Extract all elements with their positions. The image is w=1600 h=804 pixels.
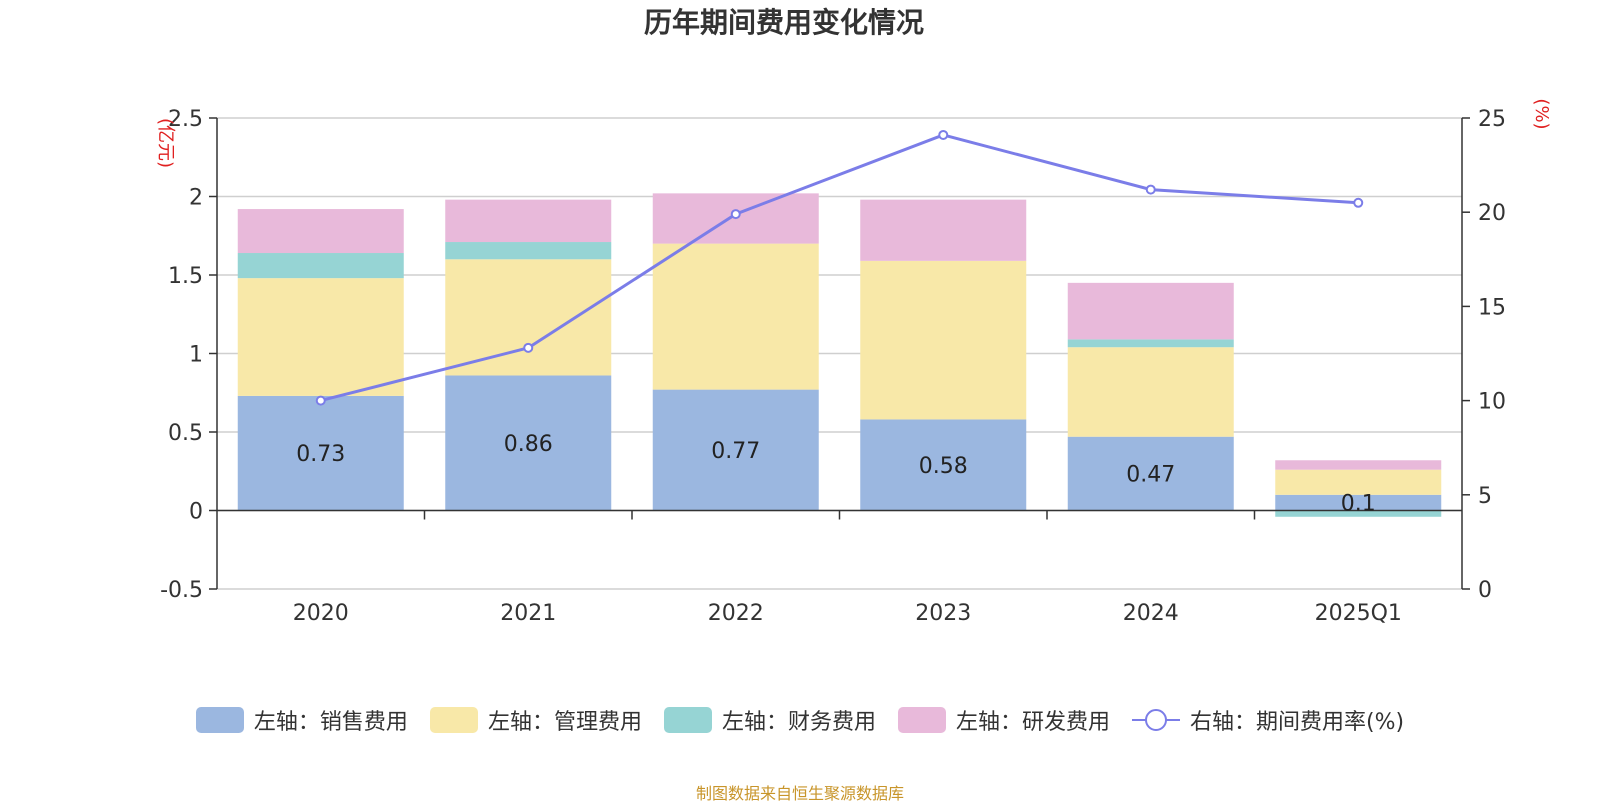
rate-point <box>1145 184 1156 195</box>
bar-segment <box>1275 510 1442 517</box>
bar-segment <box>1067 339 1234 348</box>
left-tick-label: 1.5 <box>168 264 203 289</box>
left-tick-label: 2.5 <box>168 107 203 132</box>
rate-point <box>1353 197 1364 208</box>
bar-segment <box>237 395 404 511</box>
legend-swatch <box>663 707 712 733</box>
chart-title: 历年期间费用变化情况 <box>644 6 924 39</box>
legend-item[interactable]: 左轴：管理费用 <box>429 704 642 736</box>
bar-segment <box>445 375 612 511</box>
right-tick-label: 25 <box>1478 107 1506 132</box>
right-tick-label: 5 <box>1478 484 1492 509</box>
right-axis-label: (%) <box>1531 98 1552 129</box>
bar-segment <box>445 259 612 376</box>
legend-item[interactable]: 左轴：研发费用 <box>897 704 1110 736</box>
bar-segment <box>1275 469 1442 495</box>
rate-point <box>315 395 326 406</box>
legend-label: 左轴：财务费用 <box>721 710 876 735</box>
bar-segment <box>652 389 819 511</box>
bar-segment <box>237 209 404 254</box>
legend-item[interactable]: 左轴：财务费用 <box>663 704 876 736</box>
data-label: 0.58 <box>919 454 968 479</box>
left-tick-label: 1 <box>189 343 203 368</box>
left-tick-label: 0 <box>189 500 203 525</box>
source-note: 制图数据来自恒生聚源数据库 <box>695 784 904 803</box>
bar-segment <box>237 253 404 279</box>
bar-segment <box>1067 282 1234 340</box>
category-label: 2023 <box>915 601 971 626</box>
data-label: 0.47 <box>1126 463 1175 488</box>
bar-segment <box>445 242 612 260</box>
rate-point <box>523 342 534 353</box>
bar-segment <box>1067 347 1234 437</box>
data-label: 0.1 <box>1341 492 1376 517</box>
legend-swatch <box>897 707 946 733</box>
rate-line <box>320 133 1359 403</box>
right-tick-label: 0 <box>1478 578 1492 603</box>
right-tick-label: 20 <box>1478 201 1506 226</box>
right-tick-label: 15 <box>1478 295 1506 320</box>
category-label: 2024 <box>1123 601 1179 626</box>
left-tick-label: -0.5 <box>160 578 203 603</box>
rate-point <box>730 209 741 220</box>
legend-item[interactable]: 右轴：期间费用率(%) <box>1131 704 1405 736</box>
bar-segment <box>445 199 612 243</box>
bar-segment <box>860 260 1027 420</box>
category-label: 2021 <box>500 601 556 626</box>
category-label: 2025Q1 <box>1315 601 1402 626</box>
legend: 左轴：销售费用 左轴：管理费用 左轴：财务费用 左轴：研发费用 右轴：期间费用率(%) <box>0 704 1600 736</box>
data-label: 0.77 <box>711 439 760 464</box>
legend-label: 左轴：销售费用 <box>253 710 408 735</box>
data-label: 0.73 <box>296 442 345 467</box>
left-tick-label: 2 <box>189 186 203 211</box>
rate-point <box>938 129 949 140</box>
right-tick-label: 10 <box>1478 390 1506 415</box>
legend-label: 左轴：研发费用 <box>955 710 1110 735</box>
category-label: 2022 <box>708 601 764 626</box>
data-label: 0.86 <box>504 432 553 457</box>
bar-segment <box>1275 494 1442 511</box>
chart-svg: 历年期间费用变化情况 -0.5 0 0.5 1 1.5 2 2.5 0 5 10 15 20 25 (亿元)… <box>155 6 1552 626</box>
bar-segment <box>237 278 404 396</box>
category-label: 2020 <box>293 601 349 626</box>
legend-swatch <box>429 707 478 733</box>
legend-line-swatch <box>1131 709 1180 731</box>
legend-label: 右轴：期间费用率(%) <box>1189 710 1405 735</box>
bar-segment <box>652 243 819 390</box>
bar-segment <box>1275 460 1442 470</box>
bar-segment <box>1067 436 1234 511</box>
legend-swatch <box>195 707 244 733</box>
left-axis-label: (亿元) <box>155 118 176 168</box>
legend-label: 左轴：管理费用 <box>487 710 642 735</box>
legend-item[interactable]: 左轴：销售费用 <box>195 704 408 736</box>
left-tick-label: 0.5 <box>168 421 203 446</box>
bar-segment <box>860 419 1027 511</box>
bar-segment <box>860 199 1027 261</box>
